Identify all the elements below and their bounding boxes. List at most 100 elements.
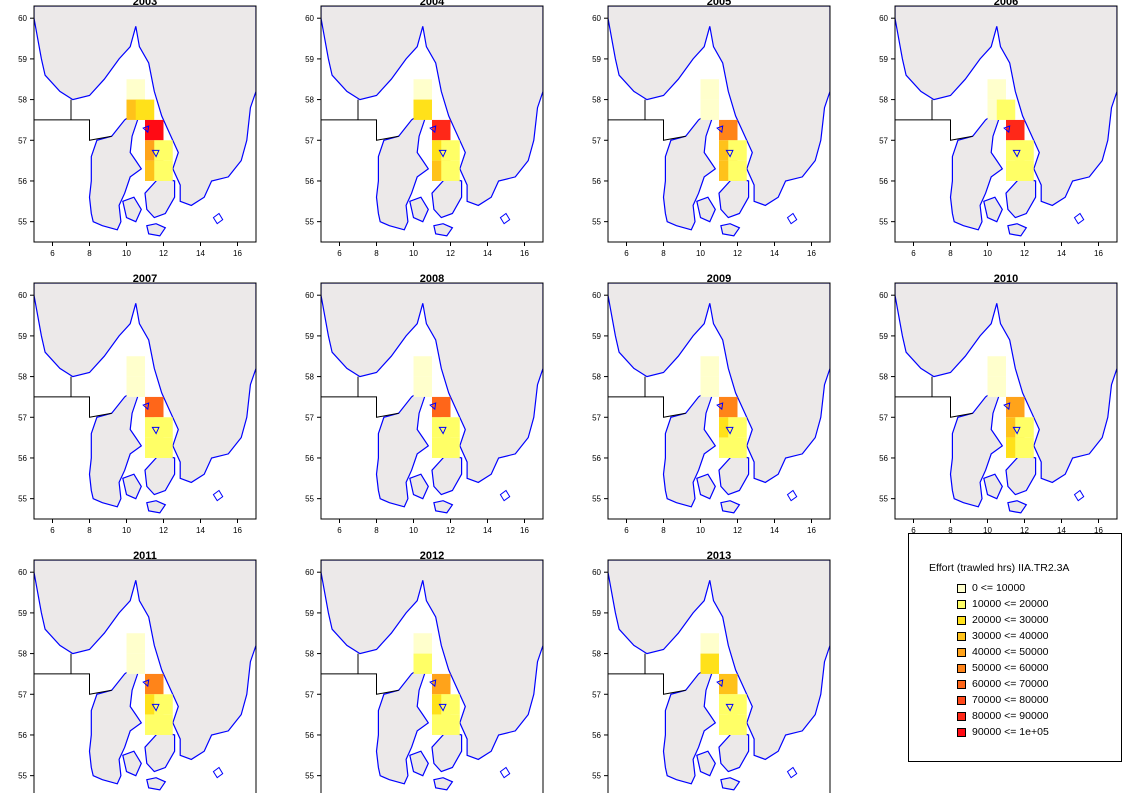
scandinavia-land <box>608 560 830 761</box>
panel-title: 2007 <box>133 273 157 285</box>
legend-item-label: 90000 <= 1e+05 <box>972 726 1049 739</box>
map-panel-2007: 2007 6 8 10 12 14 16 55 56 57 58 59 60 <box>18 273 257 535</box>
skagerrak-boundary-line <box>608 119 686 141</box>
x-tick-label: 10 <box>122 526 131 535</box>
effort-cell <box>413 376 432 397</box>
funen-land <box>122 750 142 777</box>
y-tick-label: 60 <box>18 291 27 300</box>
panel-frame <box>33 5 257 243</box>
lolland-land <box>433 500 454 514</box>
y-tick-label: 56 <box>18 454 27 463</box>
y-tick-label: 59 <box>879 332 888 341</box>
x-tick-label: 14 <box>483 526 492 535</box>
legend-swatch <box>957 679 966 689</box>
y-tick-label: 59 <box>305 332 314 341</box>
anholt-island <box>725 149 734 158</box>
legend-swatch <box>957 647 966 657</box>
legend-title: Effort (trawled hrs) IIA.TR2.3A <box>929 562 1070 574</box>
jutland-land <box>88 664 143 785</box>
funen-land <box>409 473 429 500</box>
anholt-island <box>438 149 447 158</box>
legend-item: 30000 <= 40000 <box>957 630 1049 642</box>
map-panel-2005: 2005 6 8 10 12 14 16 55 56 57 58 59 60 <box>592 0 831 258</box>
legend-swatch <box>957 695 966 705</box>
funen-land <box>409 750 429 777</box>
panel-title: 2004 <box>420 0 445 8</box>
bornholm-island <box>499 489 511 502</box>
effort-cell <box>728 160 747 181</box>
effort-cell <box>719 673 738 695</box>
x-tick-label: 6 <box>337 526 342 535</box>
y-tick-label: 55 <box>879 495 888 504</box>
laeso-island <box>1003 125 1011 134</box>
panel-frame <box>607 282 831 520</box>
x-tick-label: 6 <box>911 526 916 535</box>
panel-title: 2008 <box>420 273 444 285</box>
effort-cell <box>126 653 145 674</box>
x-tick-label: 12 <box>1020 526 1029 535</box>
y-tick-label: 55 <box>305 495 314 504</box>
effort-cell <box>432 396 451 418</box>
anholt-island <box>151 149 160 158</box>
x-tick-label: 14 <box>483 249 492 258</box>
laeso-island <box>716 679 724 688</box>
y-tick-label: 59 <box>18 332 27 341</box>
x-tick-label: 8 <box>661 526 666 535</box>
map-area <box>34 560 256 793</box>
x-tick-label: 8 <box>374 249 379 258</box>
x-tick-label: 10 <box>409 526 418 535</box>
map-panel-2010: 2010 6 8 10 12 14 16 55 56 57 58 59 60 <box>879 273 1118 535</box>
scandinavia-land <box>321 6 543 207</box>
y-tick-label: 58 <box>592 96 601 105</box>
y-tick-label: 56 <box>879 177 888 186</box>
y-tick-label: 57 <box>305 413 314 422</box>
x-tick-label: 14 <box>196 249 205 258</box>
map-area <box>321 6 543 242</box>
skagerrak-boundary-line <box>895 119 973 141</box>
x-tick-label: 14 <box>1057 249 1066 258</box>
x-tick-label: 8 <box>87 526 92 535</box>
y-tick-label: 57 <box>305 690 314 699</box>
effort-cell <box>719 396 738 418</box>
y-tick-label: 58 <box>18 373 27 382</box>
panel-frame <box>320 5 544 243</box>
x-tick-label: 16 <box>520 526 529 535</box>
map-panel-2011: 20116810121416555657585960 <box>18 550 257 793</box>
effort-cell <box>728 694 747 715</box>
funen-land <box>696 473 716 500</box>
effort-cell <box>987 376 1006 397</box>
x-tick-label: 6 <box>911 249 916 258</box>
jutland-land <box>375 387 430 508</box>
panel-title: 2009 <box>707 273 731 285</box>
anholt-island <box>438 426 447 435</box>
y-tick-label: 59 <box>592 609 601 618</box>
effort-cell <box>1015 437 1034 458</box>
lolland-land <box>720 777 741 791</box>
legend-item: 60000 <= 70000 <box>957 678 1049 690</box>
jutland-land <box>88 110 143 231</box>
y-tick-label: 59 <box>305 55 314 64</box>
funen-land <box>983 473 1003 500</box>
y-tick-label: 57 <box>305 136 314 145</box>
funen-land <box>983 196 1003 223</box>
x-tick-label: 6 <box>50 249 55 258</box>
y-tick-label: 57 <box>18 136 27 145</box>
panel-title: 2011 <box>133 550 157 562</box>
scandinavia-land <box>608 283 830 484</box>
legend-item-label: 80000 <= 90000 <box>972 710 1049 723</box>
laeso-island <box>1003 402 1011 411</box>
x-tick-label: 12 <box>733 526 742 535</box>
map-panel-2003: 2003 6 8 10 12 14 16 55 56 57 58 59 60 <box>18 0 257 258</box>
bornholm-island <box>786 766 798 779</box>
lolland-land <box>720 223 741 237</box>
map-area <box>895 283 1117 519</box>
y-tick-label: 57 <box>879 413 888 422</box>
y-tick-label: 55 <box>592 495 601 504</box>
laeso-island <box>716 125 724 134</box>
scandinavia-land <box>34 283 256 484</box>
effort-cell <box>154 417 173 438</box>
effort-cell <box>441 140 460 161</box>
legend-item: 70000 <= 80000 <box>957 694 1049 706</box>
effort-cell <box>432 673 451 695</box>
